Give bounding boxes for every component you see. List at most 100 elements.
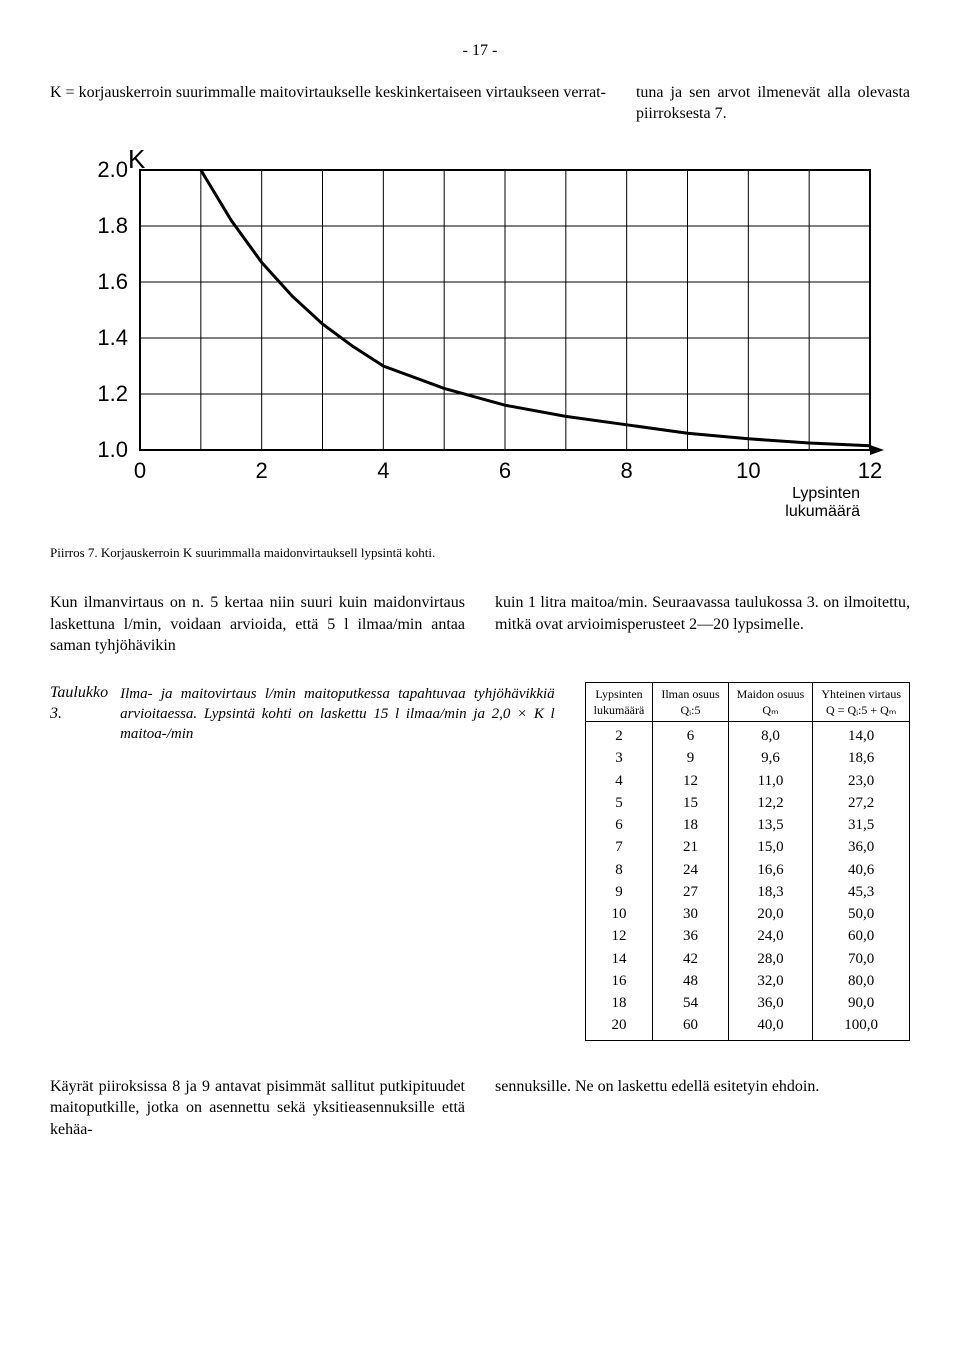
table-row: 103020,050,0 xyxy=(585,903,909,925)
table-cell: 11,0 xyxy=(728,770,813,792)
col-header-1: Lypsintenlukumäärä xyxy=(585,682,653,721)
table-cell: 3 xyxy=(585,747,653,769)
table-cell: 50,0 xyxy=(813,903,910,925)
table-cell: 6 xyxy=(653,722,728,748)
table-cell: 31,5 xyxy=(813,814,910,836)
definition-row: K = korjauskerroin suurimmalle maitovirt… xyxy=(50,82,910,125)
table-cell: 40,6 xyxy=(813,859,910,881)
table-cell: 6 xyxy=(585,814,653,836)
bottom-right: sennuksille. Ne on laskettu edellä esite… xyxy=(495,1076,910,1141)
svg-text:0: 0 xyxy=(134,458,146,483)
table-cell: 36,0 xyxy=(728,992,813,1014)
table-cell: 9,6 xyxy=(728,747,813,769)
table-cell: 4 xyxy=(585,770,653,792)
table-cell: 100,0 xyxy=(813,1014,910,1040)
table-row: 144228,070,0 xyxy=(585,948,909,970)
table-row: 41211,023,0 xyxy=(585,770,909,792)
table-cell: 7 xyxy=(585,836,653,858)
page-number: - 17 - xyxy=(50,40,910,62)
mid-left: Kun ilmanvirtaus on n. 5 kertaa niin suu… xyxy=(50,592,465,657)
table-cell: 9 xyxy=(653,747,728,769)
table-cell: 14,0 xyxy=(813,722,910,748)
table-cell: 42 xyxy=(653,948,728,970)
chart-figure: 0246810122.01.81.61.41.21.0KLypsintenluk… xyxy=(50,150,910,562)
definition-right: tuna ja sen arvot ilmenevät alla olevast… xyxy=(636,82,910,125)
table-label: Taulukko 3. xyxy=(50,682,108,745)
svg-text:8: 8 xyxy=(621,458,633,483)
table-row: 206040,0100,0 xyxy=(585,1014,909,1040)
table-cell: 2 xyxy=(585,722,653,748)
chart-caption: Piirros 7. Korjauskerroin K suurimmalla … xyxy=(50,544,910,562)
table-cell: 80,0 xyxy=(813,970,910,992)
mid-right: kuin 1 litra maitoa/min. Seuraavassa tau… xyxy=(495,592,910,657)
table-cell: 30 xyxy=(653,903,728,925)
svg-text:K: K xyxy=(128,150,146,174)
table-cell: 18 xyxy=(653,814,728,836)
table-cell: 14 xyxy=(585,948,653,970)
table-cell: 16,6 xyxy=(728,859,813,881)
table-cell: 20,0 xyxy=(728,903,813,925)
table-cell: 8,0 xyxy=(728,722,813,748)
table-row: 51512,227,2 xyxy=(585,792,909,814)
table-cell: 60,0 xyxy=(813,925,910,947)
table-row: 123624,060,0 xyxy=(585,925,909,947)
table-cell: 28,0 xyxy=(728,948,813,970)
svg-text:2.0: 2.0 xyxy=(97,157,128,182)
table-cell: 40,0 xyxy=(728,1014,813,1040)
col-header-2: Ilman osuusQᵢ:5 xyxy=(653,682,728,721)
svg-text:1.6: 1.6 xyxy=(97,269,128,294)
table-row: 82416,640,6 xyxy=(585,859,909,881)
table-cell: 32,0 xyxy=(728,970,813,992)
bottom-paragraph: Käyrät piiroksissa 8 ja 9 antavat pisimm… xyxy=(50,1076,910,1141)
svg-text:4: 4 xyxy=(377,458,389,483)
table-cell: 27 xyxy=(653,881,728,903)
table-row: 164832,080,0 xyxy=(585,970,909,992)
table-cell: 90,0 xyxy=(813,992,910,1014)
table-cell: 70,0 xyxy=(813,948,910,970)
table-row: 61813,531,5 xyxy=(585,814,909,836)
table-cell: 13,5 xyxy=(728,814,813,836)
table-cell: 18,6 xyxy=(813,747,910,769)
mid-paragraph: Kun ilmanvirtaus on n. 5 kertaa niin suu… xyxy=(50,592,910,657)
table-cell: 9 xyxy=(585,881,653,903)
table-cell: 10 xyxy=(585,903,653,925)
svg-text:12: 12 xyxy=(858,458,882,483)
table-cell: 36,0 xyxy=(813,836,910,858)
table-cell: 16 xyxy=(585,970,653,992)
table-section: Taulukko 3. Ilma- ja maitovirtaus l/min … xyxy=(50,682,910,1041)
table-cell: 15,0 xyxy=(728,836,813,858)
table-cell: 24,0 xyxy=(728,925,813,947)
svg-text:Lypsinten: Lypsinten xyxy=(792,485,860,502)
table-cell: 15 xyxy=(653,792,728,814)
data-table: Lypsintenlukumäärä Ilman osuusQᵢ:5 Maido… xyxy=(585,682,910,1041)
table-cell: 21 xyxy=(653,836,728,858)
table-row: 185436,090,0 xyxy=(585,992,909,1014)
table-note: Ilma- ja maitovirtaus l/min maitoputkess… xyxy=(120,684,555,745)
table-cell: 18,3 xyxy=(728,881,813,903)
table-cell: 24 xyxy=(653,859,728,881)
table-cell: 54 xyxy=(653,992,728,1014)
table-row: 268,014,0 xyxy=(585,722,909,748)
table-cell: 12,2 xyxy=(728,792,813,814)
data-table-wrap: Lypsintenlukumäärä Ilman osuusQᵢ:5 Maido… xyxy=(585,682,910,1041)
table-cell: 12 xyxy=(585,925,653,947)
table-cell: 20 xyxy=(585,1014,653,1040)
svg-text:2: 2 xyxy=(256,458,268,483)
table-cell: 18 xyxy=(585,992,653,1014)
svg-text:1.0: 1.0 xyxy=(97,437,128,462)
table-cell: 12 xyxy=(653,770,728,792)
svg-text:6: 6 xyxy=(499,458,511,483)
k-chart: 0246810122.01.81.61.41.21.0KLypsintenluk… xyxy=(50,150,910,530)
svg-text:10: 10 xyxy=(736,458,760,483)
bottom-left: Käyrät piiroksissa 8 ja 9 antavat pisimm… xyxy=(50,1076,465,1141)
table-cell: 36 xyxy=(653,925,728,947)
table-cell: 45,3 xyxy=(813,881,910,903)
svg-text:1.2: 1.2 xyxy=(97,381,128,406)
table-cell: 48 xyxy=(653,970,728,992)
col-header-3: Maidon osuusQₘ xyxy=(728,682,813,721)
table-cell: 60 xyxy=(653,1014,728,1040)
table-row: 72115,036,0 xyxy=(585,836,909,858)
table-cell: 23,0 xyxy=(813,770,910,792)
svg-text:1.4: 1.4 xyxy=(97,325,128,350)
table-row: 399,618,6 xyxy=(585,747,909,769)
